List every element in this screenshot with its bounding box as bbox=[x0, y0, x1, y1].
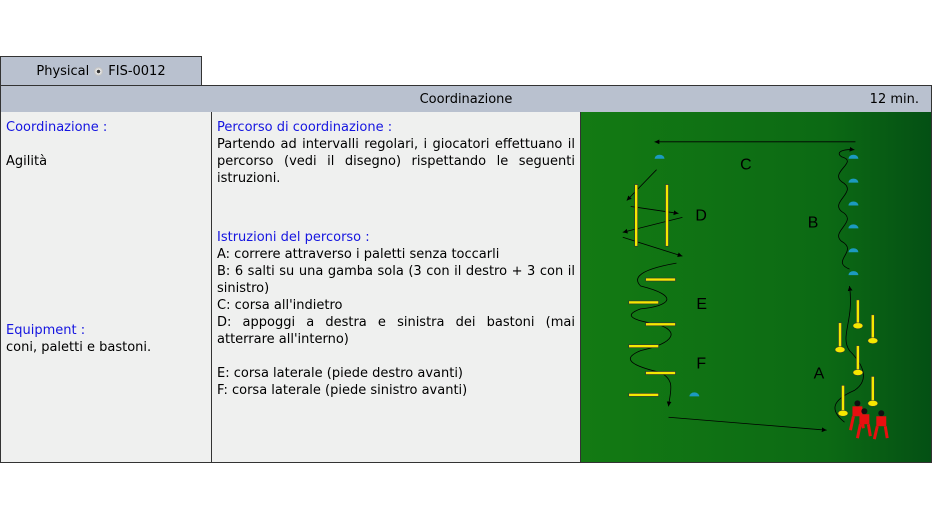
stick-icon bbox=[628, 300, 659, 305]
cone-icon bbox=[848, 154, 859, 159]
cone-icon bbox=[848, 271, 859, 276]
exercise-body: Coordinazione : Agilità Equipment : coni… bbox=[0, 112, 932, 463]
cone-icon bbox=[654, 154, 665, 159]
instruction-line: D: appoggi a destra e sinistra dei basto… bbox=[217, 315, 575, 347]
instruction-line: B: 6 salti su una gamba sola (3 con il d… bbox=[217, 264, 575, 296]
objectives-column: Coordinazione : Agilità Equipment : coni… bbox=[1, 112, 212, 462]
label-f: F bbox=[696, 356, 706, 373]
description-intro: Partendo ad intervalli regolari, i gioca… bbox=[217, 137, 575, 186]
exercise-title: Coordinazione bbox=[419, 92, 513, 107]
cone-icon bbox=[848, 178, 859, 183]
pole-icon bbox=[867, 376, 879, 407]
pole-icon bbox=[834, 322, 846, 353]
poles bbox=[834, 299, 879, 417]
cone-icon bbox=[848, 224, 859, 229]
players bbox=[849, 400, 889, 440]
instruction-line: F: corsa laterale (piede sinistro avanti… bbox=[217, 383, 468, 398]
objective-heading: Coordinazione : bbox=[6, 120, 108, 135]
label-d: D bbox=[695, 207, 706, 224]
stick-icon bbox=[628, 393, 659, 397]
player-icon bbox=[855, 408, 872, 439]
stick-icon bbox=[645, 322, 676, 327]
label-c: C bbox=[740, 157, 751, 174]
instruction-line: E: corsa laterale (piede destro avanti) bbox=[217, 366, 463, 381]
stick-icon bbox=[665, 184, 669, 247]
label-a: A bbox=[814, 365, 825, 382]
stick-icon bbox=[634, 184, 638, 247]
path-arrows bbox=[622, 139, 864, 433]
cone-icon bbox=[848, 248, 859, 253]
label-b: B bbox=[808, 214, 819, 231]
label-e: E bbox=[696, 296, 707, 313]
cone-icon bbox=[689, 392, 700, 397]
tab-category: Physical bbox=[36, 63, 90, 79]
equipment-heading: Equipment : bbox=[6, 323, 86, 338]
cones bbox=[654, 154, 859, 397]
exercise-header: Coordinazione 12 min. bbox=[0, 85, 932, 114]
soccer-ball-icon bbox=[94, 66, 104, 76]
player-icon bbox=[872, 410, 889, 440]
pole-icon bbox=[837, 385, 849, 417]
instruction-line: C: corsa all'indietro bbox=[217, 298, 343, 313]
pole-icon bbox=[867, 314, 879, 344]
instructions-heading: Istruzioni del percorso : bbox=[217, 230, 370, 245]
pole-icon bbox=[852, 299, 864, 330]
drill-diagram-svg: C D B E F A bbox=[622, 139, 889, 440]
stick-icon bbox=[628, 344, 659, 348]
objective-value: Agilità bbox=[6, 154, 48, 169]
session-tab[interactable]: Physical FIS-0012 bbox=[0, 56, 202, 85]
sticks bbox=[628, 184, 676, 397]
stick-icon bbox=[645, 371, 676, 375]
stick-icon bbox=[645, 277, 676, 282]
instruction-line: A: correre attraverso i paletti senza to… bbox=[217, 247, 500, 262]
pole-icon bbox=[852, 345, 864, 376]
tab-code: FIS-0012 bbox=[108, 63, 166, 79]
equipment-section: Equipment : coni, paletti e bastoni. bbox=[6, 322, 151, 356]
description-column: Percorso di coordinazione : Partendo ad … bbox=[212, 112, 581, 462]
equipment-value: coni, paletti e bastoni. bbox=[6, 340, 152, 355]
description-heading: Percorso di coordinazione : bbox=[217, 120, 393, 135]
cone-icon bbox=[848, 201, 859, 206]
exercise-duration: 12 min. bbox=[869, 92, 919, 107]
drill-diagram: C D B E F A bbox=[581, 112, 931, 462]
